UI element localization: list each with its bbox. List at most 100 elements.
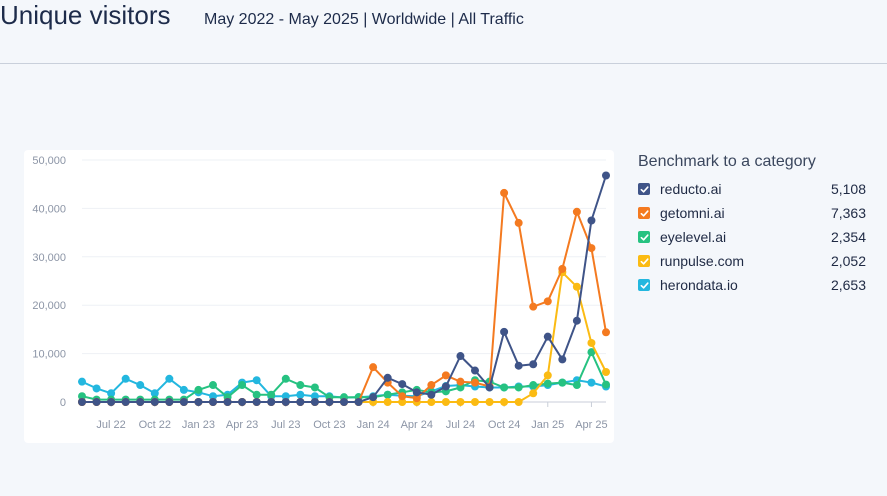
data-point-runpulse.com	[514, 398, 523, 406]
data-point-reducto.ai	[383, 373, 392, 382]
x-tick-label: Jan 23	[182, 419, 215, 431]
data-point-herondata.io	[179, 385, 188, 394]
data-point-reducto.ai	[572, 316, 581, 325]
data-point-eyelevel.ai	[500, 383, 509, 392]
data-point-reducto.ai	[398, 380, 407, 389]
data-point-reducto.ai	[558, 355, 567, 364]
x-tick-label: Oct 24	[488, 419, 520, 431]
legend-item-herondata.io[interactable]: herondata.io 2,653	[638, 273, 866, 297]
data-point-herondata.io	[136, 381, 145, 390]
data-point-reducto.ai	[500, 327, 509, 336]
data-point-eyelevel.ai	[572, 381, 581, 390]
data-point-eyelevel.ai	[296, 381, 305, 390]
page-title: Unique visitors	[0, 0, 171, 30]
page-subtitle[interactable]: May 2022 - May 2025 | Worldwide | All Tr…	[204, 11, 524, 28]
chart-card: 0 10,000 20,000 30,000 40,000 50,000 Jul 22 Oct…	[24, 150, 614, 443]
y-tick-label: 0	[60, 397, 66, 409]
data-point-reducto.ai	[179, 398, 188, 406]
data-point-reducto.ai	[121, 398, 130, 406]
data-point-reducto.ai	[310, 398, 319, 406]
data-point-herondata.io	[150, 389, 159, 398]
line-chart[interactable]: 0 10,000 20,000 30,000 40,000 50,000 Jul 22 Oct…	[24, 150, 614, 443]
data-point-runpulse.com	[602, 367, 610, 376]
x-tick-label: Oct 23	[313, 419, 345, 431]
checkbox-checked-icon[interactable]	[638, 207, 650, 219]
checkbox-checked-icon[interactable]	[638, 279, 650, 291]
data-point-reducto.ai	[92, 398, 101, 406]
data-point-reducto.ai	[369, 393, 378, 402]
data-point-herondata.io	[296, 390, 305, 399]
data-point-reducto.ai	[150, 398, 159, 406]
data-point-eyelevel.ai	[587, 348, 596, 357]
data-point-runpulse.com	[471, 398, 479, 406]
data-point-runpulse.com	[572, 282, 581, 291]
legend-item-value: 2,653	[830, 277, 866, 293]
data-point-runpulse.com	[485, 398, 494, 406]
data-point-herondata.io	[165, 374, 174, 383]
data-point-runpulse.com	[456, 398, 465, 406]
x-tick-label: Jul 22	[96, 419, 125, 431]
data-point-runpulse.com	[529, 389, 538, 398]
legend-item-value: 2,354	[830, 229, 866, 245]
data-point-reducto.ai	[427, 390, 436, 399]
x-tick-label: Apr 25	[575, 419, 607, 431]
data-point-reducto.ai	[252, 398, 261, 406]
legend-item-value: 2,052	[830, 253, 866, 269]
data-point-reducto.ai	[456, 352, 465, 361]
data-point-reducto.ai	[412, 388, 421, 397]
data-point-runpulse.com	[500, 398, 509, 406]
y-tick-label: 40,000	[32, 203, 66, 215]
legend-item-label: getomni.ai	[660, 205, 725, 221]
data-point-getomni.ai	[471, 378, 479, 387]
data-point-eyelevel.ai	[267, 390, 276, 399]
x-tick-label: Jul 23	[271, 419, 300, 431]
checkbox-checked-icon[interactable]	[638, 231, 650, 243]
data-point-eyelevel.ai	[543, 379, 552, 388]
legend-title: Benchmark to a category	[638, 153, 816, 170]
legend-item-runpulse.com[interactable]: runpulse.com 2,052	[638, 249, 866, 273]
data-point-herondata.io	[252, 376, 261, 385]
checkbox-checked-icon[interactable]	[638, 255, 650, 267]
series-line-runpulse.com	[82, 271, 607, 403]
data-point-runpulse.com	[587, 338, 596, 347]
data-point-reducto.ai	[340, 398, 348, 406]
data-point-reducto.ai	[209, 398, 217, 406]
legend-item-eyelevel.ai[interactable]: eyelevel.ai 2,354	[638, 225, 866, 249]
data-point-reducto.ai	[296, 398, 305, 406]
data-point-reducto.ai	[194, 398, 203, 406]
data-point-reducto.ai	[354, 398, 363, 406]
y-tick-label: 20,000	[32, 300, 66, 312]
data-point-reducto.ai	[485, 383, 494, 392]
data-point-getomni.ai	[500, 188, 509, 197]
y-tick-label: 10,000	[32, 349, 66, 361]
legend: Benchmark to a category reducto.ai 5,108 g…	[638, 153, 866, 297]
data-point-runpulse.com	[427, 398, 436, 406]
series-line-eyelevel.ai	[81, 351, 607, 401]
series-line-reducto.ai	[82, 175, 607, 403]
data-point-reducto.ai	[136, 398, 145, 406]
data-point-getomni.ai	[369, 363, 378, 372]
checkbox-checked-icon[interactable]	[638, 183, 650, 195]
legend-item-getomni.ai[interactable]: getomni.ai 7,363	[638, 201, 866, 225]
data-point-eyelevel.ai	[514, 383, 523, 392]
legend-item-label: runpulse.com	[660, 253, 745, 269]
data-point-reducto.ai	[441, 382, 450, 391]
data-point-reducto.ai	[471, 366, 479, 375]
data-point-eyelevel.ai	[78, 392, 86, 401]
data-point-reducto.ai	[543, 332, 552, 341]
data-point-getomni.ai	[558, 264, 567, 273]
data-point-eyelevel.ai	[310, 383, 319, 392]
y-tick-label: 30,000	[32, 252, 66, 264]
x-tick-label: Jan 24	[357, 419, 390, 431]
data-point-herondata.io	[92, 384, 101, 393]
data-point-runpulse.com	[383, 398, 392, 406]
data-point-getomni.ai	[398, 392, 407, 401]
data-point-reducto.ai	[165, 398, 174, 406]
series-line-getomni.ai	[82, 191, 607, 403]
legend-item-reducto.ai[interactable]: reducto.ai 5,108	[638, 177, 866, 201]
data-point-reducto.ai	[267, 398, 276, 406]
data-point-reducto.ai	[78, 398, 86, 406]
data-point-runpulse.com	[543, 371, 552, 380]
data-point-reducto.ai	[325, 398, 334, 406]
data-point-getomni.ai	[529, 302, 538, 311]
